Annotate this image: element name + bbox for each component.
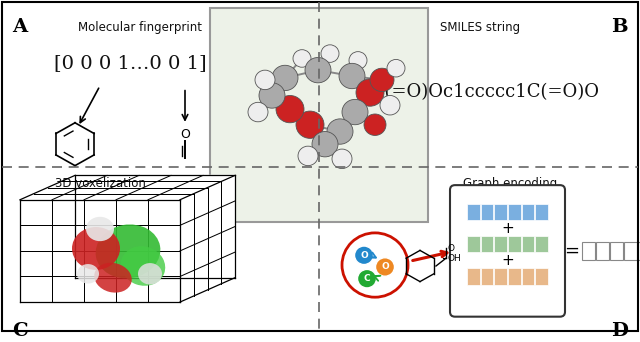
Polygon shape <box>20 175 235 200</box>
Circle shape <box>312 132 338 157</box>
Bar <box>508 268 521 285</box>
Bar <box>535 268 548 285</box>
Text: 3D voxelization: 3D voxelization <box>54 177 145 190</box>
Circle shape <box>321 45 339 62</box>
Circle shape <box>342 100 368 125</box>
Circle shape <box>305 57 331 83</box>
Bar <box>522 268 534 285</box>
Circle shape <box>293 50 311 67</box>
Text: O: O <box>448 244 455 253</box>
Bar <box>610 242 623 260</box>
Bar <box>467 203 479 220</box>
Circle shape <box>358 269 376 288</box>
Circle shape <box>259 83 285 108</box>
Circle shape <box>332 149 352 169</box>
Circle shape <box>355 246 374 265</box>
Circle shape <box>339 63 365 89</box>
Ellipse shape <box>138 263 162 285</box>
Circle shape <box>255 70 275 90</box>
Bar <box>508 203 521 220</box>
Bar <box>481 203 493 220</box>
Text: [0 0 0 1…0 0 1]: [0 0 0 1…0 0 1] <box>54 54 206 71</box>
Bar <box>522 236 534 252</box>
Bar <box>494 268 507 285</box>
Circle shape <box>370 68 394 92</box>
Bar <box>467 236 479 252</box>
Ellipse shape <box>72 227 120 270</box>
Bar <box>624 242 637 260</box>
Bar <box>481 236 493 252</box>
Bar <box>508 236 521 252</box>
Bar <box>467 268 479 285</box>
Circle shape <box>298 146 318 166</box>
Ellipse shape <box>77 264 99 284</box>
Bar <box>596 242 609 260</box>
Circle shape <box>342 233 408 297</box>
Bar <box>210 8 428 222</box>
Text: +: + <box>501 221 514 236</box>
Text: +: + <box>501 253 514 268</box>
Circle shape <box>387 60 405 77</box>
Circle shape <box>327 119 353 144</box>
Polygon shape <box>20 200 180 302</box>
Circle shape <box>272 65 298 91</box>
Bar <box>494 236 507 252</box>
Circle shape <box>356 79 384 106</box>
Text: B: B <box>611 17 628 36</box>
Circle shape <box>349 52 367 69</box>
Text: SMILES string: SMILES string <box>440 22 520 35</box>
Bar <box>535 236 548 252</box>
Ellipse shape <box>94 263 132 293</box>
Bar <box>522 203 534 220</box>
Text: CC(=O)Oc1ccccc1C(=O)O: CC(=O)Oc1ccccc1C(=O)O <box>357 83 599 102</box>
Bar <box>582 242 595 260</box>
Circle shape <box>364 114 386 135</box>
Text: OH: OH <box>448 254 461 263</box>
Text: Graph encoding: Graph encoding <box>463 177 557 190</box>
Bar <box>494 203 507 220</box>
Bar <box>535 203 548 220</box>
Circle shape <box>380 95 400 115</box>
Text: D: D <box>611 321 628 340</box>
Text: C: C <box>364 274 371 283</box>
Text: C: C <box>12 321 28 340</box>
Text: =: = <box>564 242 579 260</box>
Ellipse shape <box>95 224 161 278</box>
Text: O: O <box>381 262 389 272</box>
Circle shape <box>248 102 268 122</box>
Text: A: A <box>12 17 27 36</box>
Text: O: O <box>360 251 368 260</box>
Text: Molecular fingerprint: Molecular fingerprint <box>78 22 202 35</box>
Polygon shape <box>180 175 235 302</box>
Circle shape <box>376 258 394 276</box>
Ellipse shape <box>86 217 114 241</box>
Circle shape <box>296 111 324 139</box>
Text: O: O <box>180 128 190 141</box>
Ellipse shape <box>121 246 165 286</box>
Bar <box>481 268 493 285</box>
FancyBboxPatch shape <box>450 185 565 317</box>
Bar <box>638 242 640 260</box>
Circle shape <box>276 95 304 123</box>
